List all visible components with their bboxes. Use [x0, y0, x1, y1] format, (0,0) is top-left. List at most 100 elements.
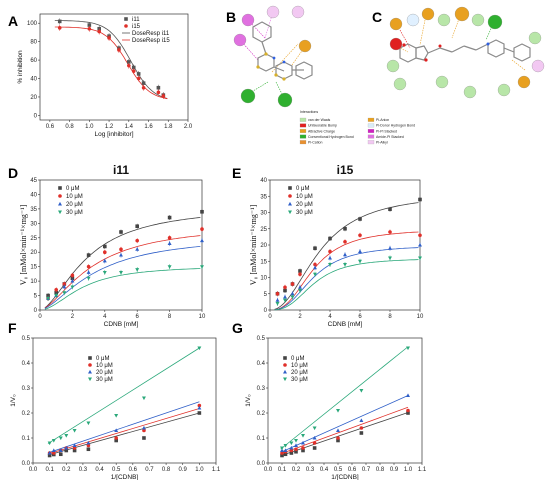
legend-label: 0 μM [296, 186, 309, 192]
data-point [336, 428, 340, 432]
data-point [283, 448, 288, 452]
data-point [141, 85, 146, 90]
y-tick-label: 60 [30, 58, 37, 64]
x-tick-label: 1.1 [418, 467, 427, 473]
fit-line [280, 406, 409, 455]
x-tick-label: 0 [268, 314, 272, 320]
data-point [54, 287, 58, 292]
x-tick-label: 0.7 [362, 467, 371, 473]
data-point [70, 285, 75, 290]
data-point [161, 94, 166, 98]
data-point [343, 239, 347, 244]
interaction-label: Amide-Pi Stacked [376, 135, 404, 139]
data-point [289, 448, 294, 453]
data-point [47, 441, 52, 446]
interaction-label: Pi-Cation [308, 141, 322, 145]
y-tick-label: 0.1 [257, 436, 266, 442]
y-tick-label: 20 [260, 243, 267, 249]
data-point [275, 302, 280, 306]
x-tick-label: 0.8 [162, 467, 171, 473]
x-tick-label: 8 [388, 314, 392, 320]
data-point [312, 435, 317, 440]
x-tick-label: 1.6 [144, 124, 153, 130]
data-point [197, 405, 202, 410]
y-tick-label: 0.5 [257, 336, 266, 342]
x-tick-label: 2 [298, 314, 302, 320]
x-tick-label: 10 [417, 314, 424, 320]
interaction-swatch [299, 140, 307, 145]
x-tick-label: 0.8 [65, 124, 74, 130]
x-tick-label: 0.2 [292, 467, 301, 473]
data-point [156, 90, 161, 95]
y-tick-label: 35 [260, 194, 267, 200]
y-tick-label: 0.5 [22, 336, 31, 342]
interaction-label: Conventional Hydrogen Bond [308, 135, 354, 139]
data-point [114, 436, 118, 440]
data-point [388, 256, 392, 261]
data-point [283, 288, 287, 293]
data-point [388, 246, 392, 250]
y-tick-label: 45 [30, 178, 37, 184]
y-tick-label: 80 [30, 40, 37, 46]
chart-a-dose-response: 0.6 0.8 1.0 1.2 1.4 1.6 1.8 2.0 0 20 40 60 80 100 Log … [17, 13, 193, 138]
legend-marker [124, 24, 128, 28]
legend-label: 30 μM [296, 210, 313, 216]
data-point [64, 445, 69, 450]
data-point [197, 346, 202, 351]
data-point [313, 246, 317, 251]
data-point [200, 265, 204, 269]
x-tick-label: 1.4 [125, 124, 134, 130]
data-point [358, 249, 362, 253]
data-point [294, 449, 298, 454]
data-point [141, 81, 146, 85]
interaction-swatch [367, 134, 375, 139]
x-tick-label: 0.1 [278, 467, 287, 473]
x-tick-label: 0.2 [62, 467, 71, 473]
panel-letter-d: D [8, 165, 18, 181]
x-axis-label: Log [inhibitor] [94, 131, 133, 138]
panel-letter-g: G [232, 320, 243, 336]
data-point [328, 249, 332, 254]
legend-label: 30 μM [66, 210, 83, 216]
x-tick-label: 0 [38, 314, 42, 320]
y-tick-label: 0 [34, 308, 38, 314]
data-point [197, 403, 202, 408]
data-point [167, 215, 172, 220]
data-point [51, 451, 56, 455]
data-point [119, 271, 123, 275]
data-point [72, 443, 77, 447]
y-axis-label: V₀ [mMol×min⁻¹×mg⁻¹] [249, 204, 258, 285]
data-point [280, 451, 284, 455]
legend-label: i11 [132, 17, 140, 23]
data-point [298, 272, 302, 277]
data-point [312, 441, 317, 445]
data-point [87, 23, 92, 27]
data-point [57, 26, 62, 30]
legend-marker [283, 363, 287, 367]
data-point [359, 389, 364, 393]
y-tick-label: 0.2 [257, 411, 266, 417]
data-point [388, 230, 392, 234]
y-tick-label: 10 [260, 276, 267, 282]
data-point [62, 291, 67, 295]
data-point [58, 436, 63, 441]
x-tick-label: 10 [199, 314, 206, 320]
data-point [86, 270, 91, 274]
data-point [418, 242, 422, 247]
y-tick-label: 15 [30, 265, 37, 271]
x-tick-label: 0.1 [45, 467, 54, 473]
x-tick-label: 2.0 [184, 124, 193, 130]
data-point [301, 440, 305, 445]
data-point [114, 428, 119, 432]
data-point [313, 265, 317, 270]
data-point [328, 263, 332, 267]
data-point [301, 446, 305, 450]
data-point [72, 446, 77, 450]
data-point [70, 278, 75, 283]
data-point [167, 241, 172, 245]
data-point [47, 450, 52, 455]
data-point [406, 408, 410, 413]
interaction-legend: Interactions van der Waals Unfavorable Bu… [299, 110, 415, 145]
data-point [283, 294, 287, 299]
